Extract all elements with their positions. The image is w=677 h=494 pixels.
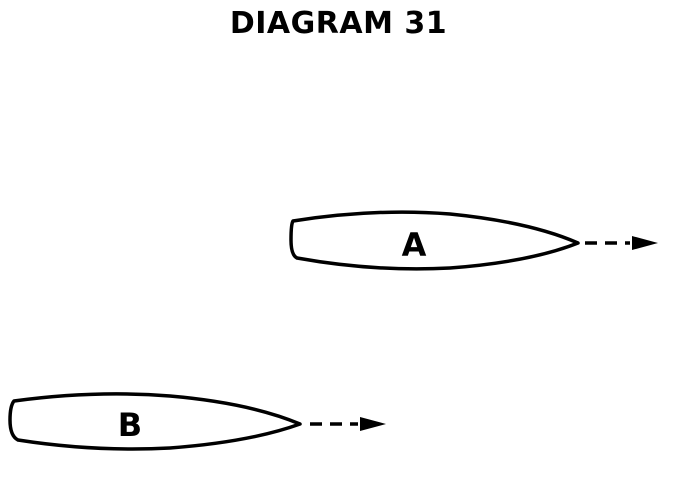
boat-b-label: B [118, 406, 142, 444]
boat-b: B [8, 392, 386, 451]
boat-a-label: A [402, 226, 427, 264]
diagram-title: DIAGRAM 31 [229, 6, 448, 41]
boat-a-arrowhead [632, 236, 658, 250]
boat-b-hull [8, 392, 302, 451]
boat-a: A [289, 210, 658, 271]
boat-a-hull [289, 210, 580, 271]
boat-b-arrowhead [360, 417, 386, 431]
